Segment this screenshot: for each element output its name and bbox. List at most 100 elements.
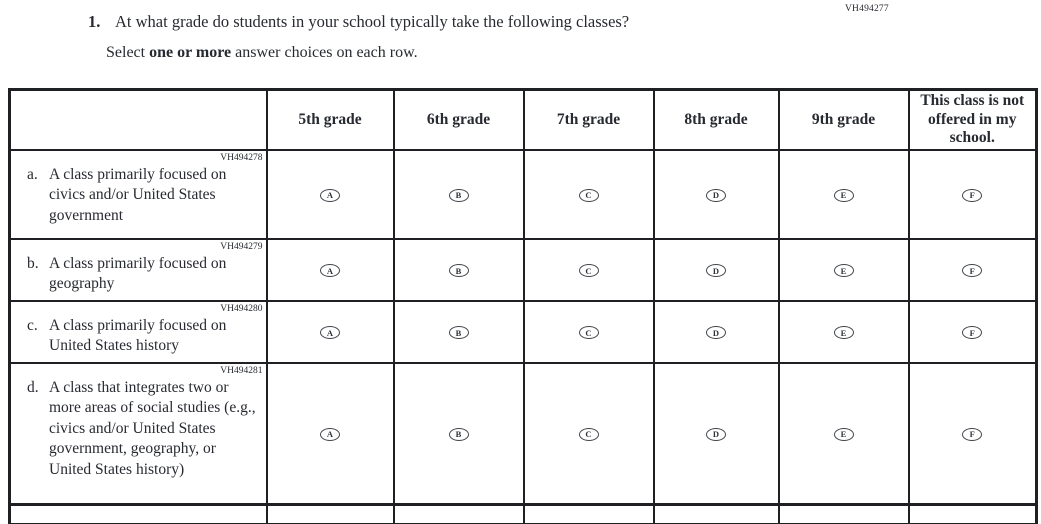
- answer-bubble-letter: F: [969, 327, 975, 338]
- answer-bubble[interactable]: B: [448, 188, 469, 202]
- answer-bubble-letter: D: [712, 265, 720, 276]
- column-header: This class is not offered in my school.: [907, 88, 1038, 151]
- answer-bubble-letter: B: [455, 265, 462, 276]
- answer-bubble[interactable]: D: [706, 326, 726, 340]
- row-label-cell: VH494280 c. A class primarily focused on U…: [8, 299, 268, 364]
- answer-grid-table: 5th grade 6th grade 7th grade 8th grade 9th …: [8, 88, 1038, 524]
- option-cell: B: [392, 148, 525, 240]
- answer-bubble[interactable]: C: [578, 428, 599, 441]
- option-cell: C: [522, 299, 655, 364]
- option-cell: D: [652, 237, 780, 302]
- answer-bubble-letter: C: [585, 265, 592, 276]
- option-cell: C: [522, 361, 655, 506]
- table-row: VH494279 b. A class primarily focused on g…: [8, 237, 1038, 302]
- row-letter: d.: [27, 378, 39, 396]
- option-cell: [522, 503, 655, 524]
- answer-bubble[interactable]: C: [578, 188, 599, 202]
- answer-bubble[interactable]: E: [833, 326, 854, 340]
- row-label-cell: VH494279 b. A class primarily focused on g…: [8, 237, 268, 302]
- option-cell: C: [522, 237, 655, 302]
- option-cell: F: [907, 237, 1038, 302]
- answer-bubble-letter: F: [969, 190, 975, 200]
- answer-bubble[interactable]: D: [706, 428, 726, 441]
- column-header: 5th grade: [265, 88, 395, 151]
- answer-bubble[interactable]: A: [320, 188, 340, 202]
- answer-bubble[interactable]: B: [448, 326, 469, 340]
- answer-bubble-letter: E: [840, 190, 847, 200]
- option-cell: E: [777, 237, 910, 302]
- row-label: A class primarily focused on civics and/…: [49, 165, 227, 224]
- option-cell: E: [777, 148, 910, 240]
- question-number: 1.: [88, 12, 101, 31]
- instruction-suffix: answer choices on each row.: [231, 44, 418, 61]
- option-cell: B: [392, 299, 525, 364]
- answer-bubble[interactable]: D: [706, 264, 726, 278]
- answer-bubble[interactable]: E: [833, 264, 854, 278]
- row-letter: a.: [27, 165, 38, 183]
- column-header: 8th grade: [652, 88, 780, 151]
- answer-bubble[interactable]: D: [706, 188, 726, 202]
- option-cell: D: [652, 148, 780, 240]
- column-header: 9th grade: [777, 88, 910, 151]
- answer-bubble-letter: D: [712, 429, 720, 440]
- table-row-partial: [8, 503, 1038, 524]
- answer-bubble-letter: A: [326, 190, 334, 200]
- option-cell: [392, 503, 525, 524]
- option-cell: C: [522, 148, 655, 240]
- question-accession-code: VH494277: [845, 4, 889, 14]
- option-cell: A: [265, 361, 395, 506]
- row-accession-code: VH494278: [220, 152, 263, 163]
- row-accession-code: VH494279: [220, 241, 263, 252]
- row-letter: c.: [27, 316, 38, 334]
- instruction-prefix: Select: [106, 44, 150, 61]
- table-header-row: 5th grade 6th grade 7th grade 8th grade 9th …: [8, 88, 1038, 151]
- answer-bubble[interactable]: C: [578, 326, 599, 340]
- option-cell: [652, 503, 780, 524]
- answer-bubble[interactable]: C: [578, 264, 599, 278]
- question-instruction: Select one or more answer choices on eac…: [106, 44, 418, 62]
- option-cell: [907, 503, 1038, 524]
- answer-bubble[interactable]: B: [448, 428, 469, 441]
- answer-bubble[interactable]: E: [833, 188, 854, 202]
- answer-bubble-letter: F: [969, 429, 975, 440]
- answer-bubble-letter: F: [969, 265, 975, 276]
- option-cell: A: [265, 299, 395, 364]
- row-label-cell: [8, 503, 268, 524]
- answer-bubble[interactable]: A: [320, 326, 340, 340]
- answer-bubble-letter: D: [712, 190, 720, 200]
- answer-bubble[interactable]: F: [962, 326, 983, 340]
- answer-bubble[interactable]: E: [833, 428, 854, 441]
- option-cell: E: [777, 299, 910, 364]
- row-label-cell: VH494278 a. A class primarily focused on c…: [8, 148, 268, 240]
- instruction-bold: one or more: [149, 44, 232, 61]
- option-cell: [265, 503, 395, 524]
- answer-bubble-letter: A: [326, 429, 334, 440]
- row-accession-code: VH494281: [220, 365, 263, 376]
- option-cell: A: [265, 148, 395, 240]
- option-cell: F: [907, 148, 1038, 240]
- question-line: 1. At what grade do students in your sch…: [88, 12, 948, 32]
- answer-bubble[interactable]: F: [962, 428, 983, 441]
- answer-bubble-letter: B: [455, 327, 462, 338]
- answer-bubble[interactable]: F: [962, 264, 983, 278]
- row-letter: b.: [27, 254, 39, 272]
- answer-bubble[interactable]: A: [320, 428, 340, 441]
- table-row: VH494280 c. A class primarily focused on U…: [8, 299, 1038, 364]
- answer-bubble-letter: C: [585, 429, 592, 440]
- table-corner-cell: [8, 88, 268, 151]
- answer-bubble[interactable]: A: [320, 264, 340, 278]
- answer-bubble-letter: A: [326, 327, 334, 338]
- row-label: A class primarily focused on United Stat…: [49, 316, 227, 355]
- option-cell: E: [777, 361, 910, 506]
- answer-bubble-letter: C: [585, 190, 592, 200]
- answer-bubble[interactable]: F: [962, 188, 983, 202]
- answer-bubble-letter: A: [326, 265, 334, 276]
- answer-bubble[interactable]: B: [448, 264, 469, 278]
- table-body: VH494278 a. A class primarily focused on c…: [8, 148, 1038, 524]
- option-cell: D: [652, 299, 780, 364]
- row-label: A class primarily focused on geography: [49, 254, 227, 293]
- column-header: 6th grade: [392, 88, 525, 151]
- option-cell: A: [265, 237, 395, 302]
- question-text: At what grade do students in your school…: [115, 12, 630, 31]
